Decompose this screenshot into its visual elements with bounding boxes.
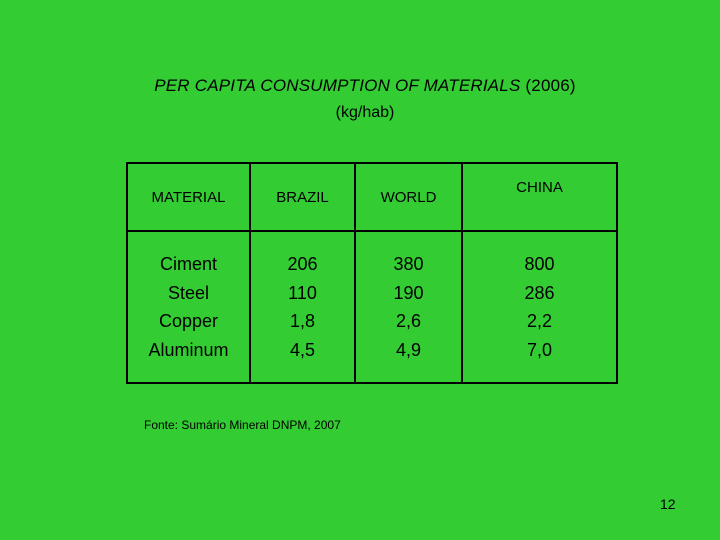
world-ciment: 380 (393, 254, 424, 274)
header-world: WORLD (355, 163, 463, 232)
material-steel: Steel (167, 282, 210, 303)
brazil-column: 206 110 1,8 4,5 (250, 231, 356, 383)
table-header-row: MATERIAL BRAZIL WORLD CHINA (127, 163, 617, 232)
brazil-steel: 110 (288, 282, 317, 303)
brazil-ciment: 206 (287, 254, 318, 274)
china-steel: 286 (524, 282, 555, 303)
world-aluminum: 4,9 (395, 339, 422, 360)
table-body-row: Ciment Steel Copper Aluminum 206 110 1,8… (127, 231, 617, 383)
china-copper: 2,2 (526, 311, 553, 331)
china-aluminum: 7,0 (526, 339, 553, 360)
china-column: 800 286 2,2 7,0 (462, 231, 617, 383)
brazil-aluminum: 4,5 (289, 339, 316, 360)
header-material: MATERIAL (127, 163, 251, 232)
world-copper: 2,6 (395, 311, 422, 331)
consumption-table: MATERIAL BRAZIL WORLD CHINA Ciment Steel… (126, 162, 618, 384)
material-copper: Copper (158, 311, 219, 331)
slide-title: PER CAPITA CONSUMPTION OF MATERIALS (200… (0, 76, 720, 96)
material-aluminum: Aluminum (148, 339, 229, 360)
header-china: CHINA (462, 163, 617, 232)
brazil-copper: 1,8 (289, 311, 316, 331)
slide-subtitle-unit: (kg/hab) (335, 104, 395, 121)
title-text: PER CAPITA CONSUMPTION OF MATERIALS (154, 76, 521, 95)
material-ciment: Ciment (159, 254, 217, 274)
page-number: 12 (660, 496, 676, 512)
world-steel: 190 (393, 282, 424, 303)
header-brazil: BRAZIL (250, 163, 356, 232)
title-year: (2006) (525, 76, 576, 95)
material-column: Ciment Steel Copper Aluminum (127, 231, 251, 383)
source-citation: Fonte: Sumário Mineral DNPM, 2007 (144, 418, 341, 432)
china-ciment: 800 (524, 254, 555, 274)
world-column: 380 190 2,6 4,9 (355, 231, 463, 383)
